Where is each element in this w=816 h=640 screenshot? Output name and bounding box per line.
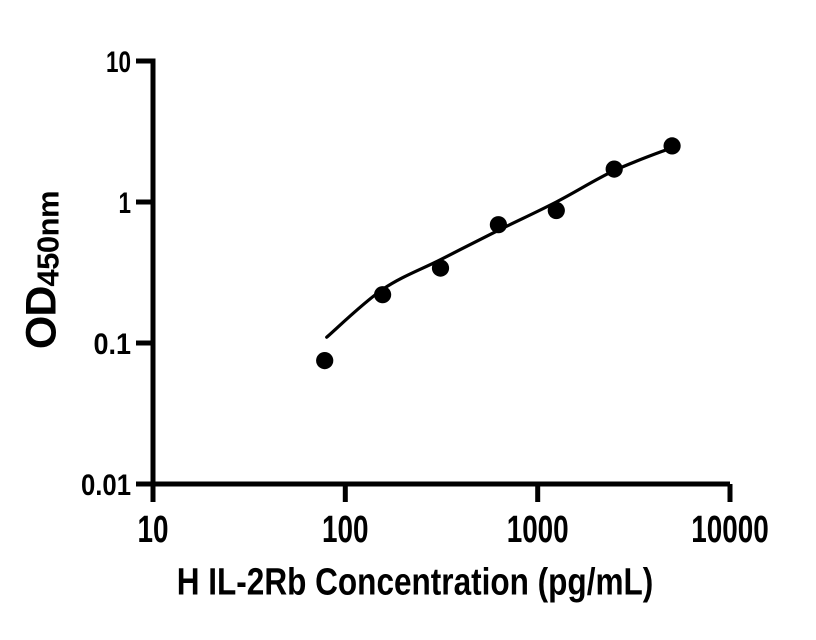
x-tick-label: 100 <box>322 509 369 551</box>
y-tick-label: 10 <box>106 46 131 79</box>
data-point <box>663 137 681 155</box>
y-tick-label: 0.01 <box>81 469 131 502</box>
x-tick-label: 1000 <box>507 509 569 551</box>
data-point <box>547 201 565 220</box>
y-axis-title-subscript: 450nm <box>30 190 66 287</box>
data-point <box>374 286 392 304</box>
data-point <box>316 352 334 370</box>
y-axis-title-text: OD <box>17 286 66 350</box>
y-tick-label: 1 <box>119 187 132 220</box>
x-tick-label: 10000 <box>691 509 769 551</box>
data-point <box>431 259 450 277</box>
x-axis-title: H IL-2Rb Concentration (pg/mL) <box>176 561 654 604</box>
y-tick-label: 0.1 <box>94 328 132 361</box>
fit-curve <box>325 146 674 339</box>
x-tick-label: 10 <box>138 509 169 551</box>
y-axis-title: OD450nm <box>17 190 66 350</box>
